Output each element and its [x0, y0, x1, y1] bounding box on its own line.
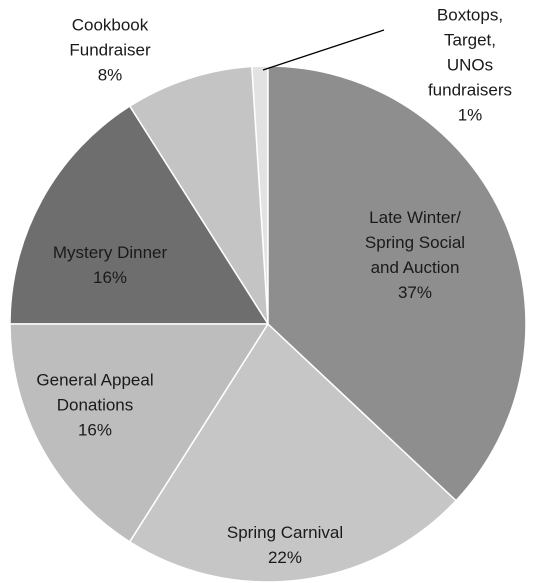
value-label: 37%	[397, 283, 433, 302]
category-label: Mystery Dinner	[52, 243, 168, 262]
slice-label: Spring Carnival 22%	[227, 520, 343, 570]
pie-slice	[9, 105, 270, 325]
leader-line	[262, 29, 385, 71]
category-label: Cookbook Fundraiser	[69, 15, 151, 60]
category-label: Spring Carnival	[226, 523, 344, 542]
slice-label: Boxtops, Target, UNOs fundraisers 1%	[428, 3, 512, 128]
value-label: 22%	[267, 548, 303, 567]
category-label: Boxtops, Target, UNOs fundraisers	[427, 5, 513, 100]
value-label: 16%	[92, 268, 128, 287]
value-label: 8%	[97, 65, 123, 85]
value-label: 1%	[457, 105, 483, 125]
pie-slice	[267, 65, 527, 502]
slice-label: Mystery Dinner 16%	[53, 240, 167, 290]
pie-slice	[128, 322, 458, 583]
slice-label: Cookbook Fundraiser 8%	[69, 13, 150, 88]
slice-label: Late Winter/ Spring Social and Auction 37…	[365, 205, 465, 305]
slice-label: General Appeal Donations 16%	[36, 368, 153, 443]
pie-slice	[9, 323, 270, 543]
pie-slice	[128, 65, 269, 325]
value-label: 16%	[77, 420, 113, 440]
category-label: Late Winter/ Spring Social and Auction	[364, 208, 466, 277]
category-label: General Appeal Donations	[36, 370, 154, 415]
